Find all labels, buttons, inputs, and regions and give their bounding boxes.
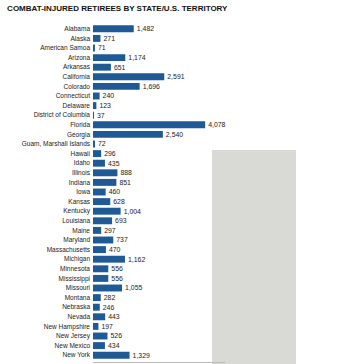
svg-text:2,591: 2,591 bbox=[167, 73, 184, 80]
svg-text:Guam, Marshall Islands: Guam, Marshall Islands bbox=[22, 140, 91, 147]
svg-text:71: 71 bbox=[98, 44, 106, 51]
svg-text:37: 37 bbox=[97, 112, 105, 119]
svg-text:197: 197 bbox=[101, 323, 113, 330]
svg-text:Missouri: Missouri bbox=[66, 284, 90, 291]
svg-text:Alaska: Alaska bbox=[70, 35, 90, 42]
svg-text:Michigan: Michigan bbox=[64, 255, 90, 263]
svg-text:Minnesota: Minnesota bbox=[60, 265, 90, 272]
svg-text:443: 443 bbox=[108, 313, 120, 320]
svg-text:Kansas: Kansas bbox=[68, 198, 90, 205]
svg-text:California: California bbox=[63, 73, 91, 80]
svg-text:Mississippi: Mississippi bbox=[59, 275, 90, 283]
svg-text:Colorado: Colorado bbox=[64, 83, 91, 90]
svg-text:282: 282 bbox=[104, 294, 116, 301]
svg-text:Florida: Florida bbox=[70, 121, 90, 128]
svg-text:1,055: 1,055 bbox=[125, 284, 142, 291]
svg-text:Kentucky: Kentucky bbox=[63, 207, 90, 215]
svg-text:Delaware: Delaware bbox=[63, 102, 91, 109]
svg-text:Indiana: Indiana bbox=[69, 179, 91, 186]
svg-text:123: 123 bbox=[99, 102, 111, 109]
svg-text:556: 556 bbox=[111, 265, 123, 272]
svg-text:American Samoa: American Samoa bbox=[40, 44, 90, 51]
svg-text:1,696: 1,696 bbox=[143, 83, 160, 90]
svg-text:297: 297 bbox=[104, 227, 116, 234]
svg-text:628: 628 bbox=[113, 198, 125, 205]
svg-text:1,004: 1,004 bbox=[124, 208, 141, 215]
svg-text:296: 296 bbox=[104, 150, 116, 157]
svg-text:556: 556 bbox=[111, 275, 123, 282]
svg-text:New Jersey: New Jersey bbox=[56, 332, 91, 340]
svg-text:Iowa: Iowa bbox=[76, 188, 90, 195]
svg-text:1,174: 1,174 bbox=[128, 54, 145, 61]
svg-text:Maine: Maine bbox=[72, 227, 90, 234]
svg-text:New Hampshire: New Hampshire bbox=[44, 323, 91, 331]
svg-text:Connecticut: Connecticut bbox=[56, 92, 91, 99]
svg-text:Hawaii: Hawaii bbox=[70, 150, 90, 157]
svg-text:COMBAT-INJURED RETIREES BY STA: COMBAT-INJURED RETIREES BY STATE/U.S. TE… bbox=[7, 4, 228, 13]
svg-text:435: 435 bbox=[108, 160, 120, 167]
svg-text:Idaho: Idaho bbox=[74, 159, 91, 166]
svg-text:New Mexico: New Mexico bbox=[55, 342, 91, 349]
svg-text:737: 737 bbox=[116, 236, 128, 243]
svg-text:470: 470 bbox=[109, 246, 121, 253]
svg-text:Nevada: Nevada bbox=[68, 313, 91, 320]
svg-text:851: 851 bbox=[119, 179, 131, 186]
svg-text:72: 72 bbox=[98, 140, 106, 147]
svg-text:651: 651 bbox=[114, 64, 126, 71]
svg-text:District of Columbia: District of Columbia bbox=[34, 111, 91, 118]
svg-text:Maryland: Maryland bbox=[63, 236, 90, 244]
svg-text:Massachusetts: Massachusetts bbox=[47, 246, 91, 253]
svg-text:Louisiana: Louisiana bbox=[62, 217, 90, 224]
svg-text:4,078: 4,078 bbox=[208, 121, 225, 128]
svg-text:271: 271 bbox=[103, 35, 115, 42]
svg-text:Illinois: Illinois bbox=[72, 169, 91, 176]
svg-text:Arizona: Arizona bbox=[68, 54, 90, 61]
svg-text:526: 526 bbox=[110, 332, 122, 339]
svg-text:New York: New York bbox=[63, 351, 91, 358]
svg-text:1,162: 1,162 bbox=[128, 256, 145, 263]
svg-text:Alabama: Alabama bbox=[64, 25, 90, 32]
svg-text:2,540: 2,540 bbox=[166, 131, 183, 138]
svg-text:460: 460 bbox=[109, 188, 121, 195]
svg-text:1,482: 1,482 bbox=[137, 25, 154, 32]
svg-text:888: 888 bbox=[120, 169, 132, 176]
svg-text:434: 434 bbox=[108, 342, 120, 349]
svg-text:246: 246 bbox=[103, 304, 115, 311]
svg-text:Georgia: Georgia bbox=[67, 131, 91, 139]
svg-text:240: 240 bbox=[103, 92, 115, 99]
svg-text:Nebraska: Nebraska bbox=[62, 303, 90, 310]
svg-text:Arkansas: Arkansas bbox=[63, 63, 91, 70]
svg-text:693: 693 bbox=[115, 217, 127, 224]
svg-text:Montana: Montana bbox=[65, 294, 91, 301]
svg-text:1,329: 1,329 bbox=[133, 352, 150, 359]
